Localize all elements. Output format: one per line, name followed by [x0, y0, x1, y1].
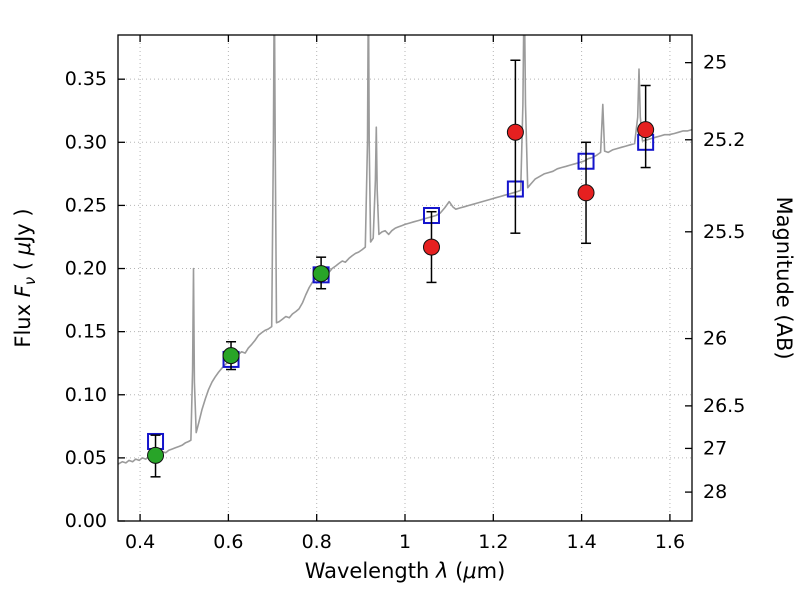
y-tick-label-left: 0.25: [65, 194, 107, 216]
y-axis-label-right-part: Magnitude (AB): [772, 196, 796, 359]
x-tick-label: 0.4: [125, 531, 155, 553]
data-point-circle: [312, 265, 330, 283]
x-axis-label-part: Wavelength: [305, 559, 436, 583]
y-axis-label-left-part: Jy ): [11, 208, 35, 244]
x-tick-label: 1.4: [567, 531, 597, 553]
data-point-circle: [222, 347, 240, 365]
data-point-circle: [147, 446, 165, 464]
y-tick-label-left: 0.15: [65, 321, 107, 343]
x-axis-label: Wavelength λ (μm): [305, 559, 506, 583]
x-tick-label: 1.2: [478, 531, 508, 553]
x-tick-label: 1: [399, 531, 411, 553]
y-axis-label-left: Flux Fν ( μJy ): [11, 208, 39, 347]
y-tick-label-right: 25: [703, 52, 727, 74]
x-tick-label: 0.8: [302, 531, 332, 553]
y-tick-label-left: 0.35: [65, 68, 107, 90]
y-tick-label-right: 26.5: [703, 395, 745, 417]
y-tick-label-left: 0.05: [65, 447, 107, 469]
x-tick-label: 0.6: [213, 531, 243, 553]
y-tick-label-right: 26: [703, 328, 727, 350]
axes-ticks: [118, 35, 692, 522]
data-point-circle: [637, 121, 655, 139]
data-point-circle: [422, 238, 440, 256]
y-tick-label-right: 28: [703, 481, 727, 503]
data-point-circle: [506, 123, 524, 141]
x-axis-label-part: λ: [435, 559, 448, 583]
y-axis-label-left-part: ν: [21, 277, 39, 285]
x-axis-label-part: (: [448, 559, 463, 583]
series-observed-photometry-infrared: [422, 59, 655, 284]
data-point-circle: [577, 184, 595, 202]
x-axis-label-part: m): [477, 559, 506, 583]
y-tick-label-left: 0.30: [65, 131, 107, 153]
y-axis-label-left-part: (: [11, 255, 35, 277]
y-tick-label-right: 25.5: [703, 221, 745, 243]
y-tick-label-left: 0.20: [65, 258, 107, 280]
series-observed-photometry-optical: [147, 256, 330, 478]
y-axis-label-left-part: μ: [11, 242, 35, 256]
y-tick-label-left: 0.00: [65, 510, 107, 532]
y-tick-label-left: 0.10: [65, 384, 107, 406]
y-tick-label-right: 25.2: [703, 129, 745, 151]
x-axis-label-part: μ: [462, 559, 476, 583]
y-tick-label-right: 27: [703, 437, 727, 459]
spectrum-line: [118, 35, 692, 465]
x-tick-label: 1.6: [655, 531, 685, 553]
y-axis-label-left-part: F: [11, 284, 35, 297]
series-model-photometry: [147, 133, 655, 450]
y-axis-label-right: Magnitude (AB): [772, 196, 796, 359]
grid: [118, 35, 692, 521]
y-axis-label-left-part: Flux: [11, 297, 35, 347]
